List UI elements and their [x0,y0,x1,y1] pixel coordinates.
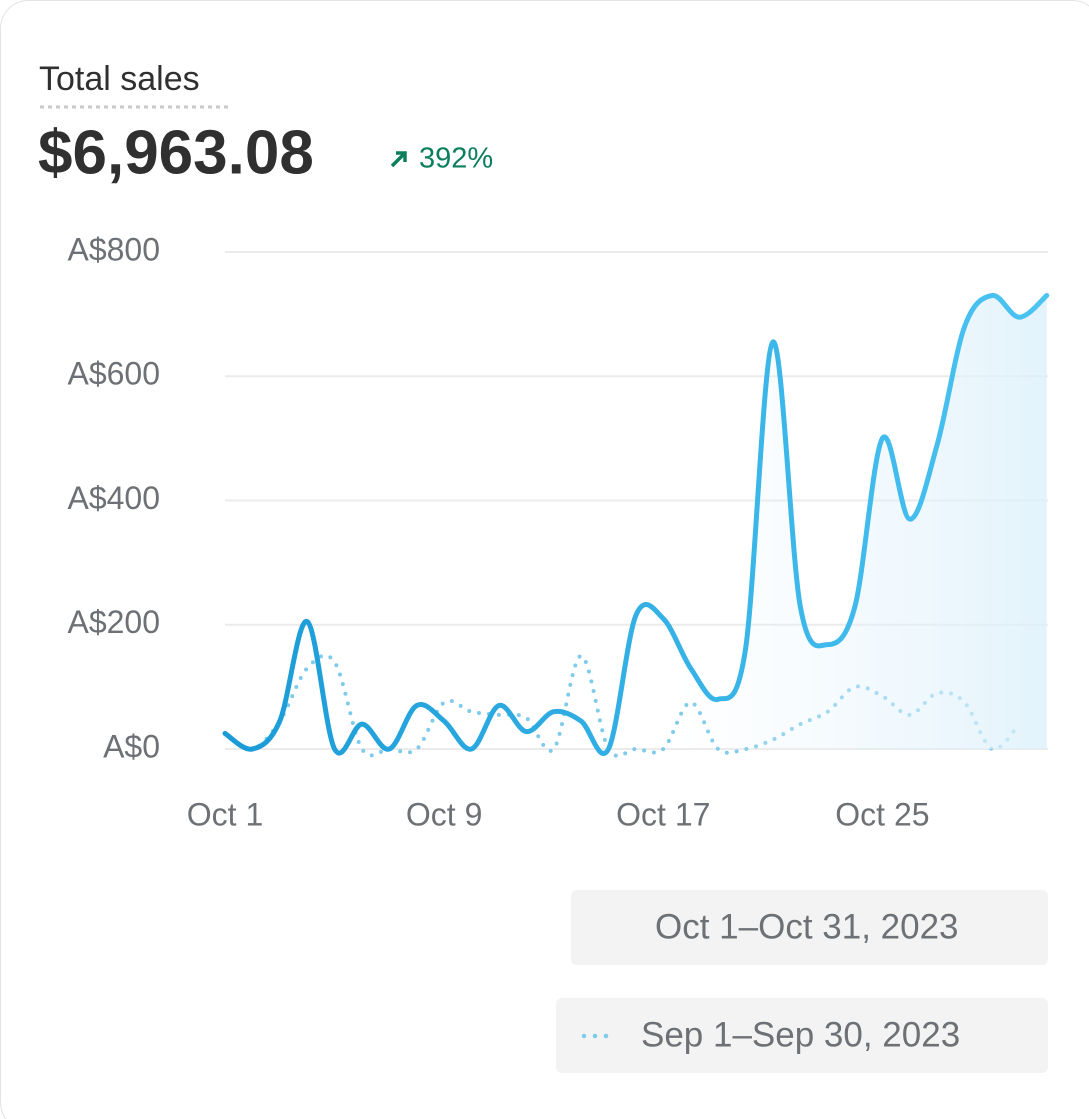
series-line [222,292,1050,756]
metric-title: Total sales [39,60,200,98]
y-tick-label: A$800 [67,231,160,267]
legend-label: Oct 1–Oct 31, 2023 [655,907,959,946]
plot: A$0 A$200 A$400 A$600 A$800 Oct 1 Oct 9 Oct 17 O… [67,231,1050,832]
y-tick-label: A$200 [67,604,160,640]
legend-item-bg[interactable] [556,998,1048,1073]
metric-value: $6,963.08 [38,118,314,187]
y-tick-label: A$600 [67,356,160,392]
y-tick-label: A$0 [103,728,160,764]
up-arrow [390,151,407,168]
x-tick-label: Oct 17 [616,796,710,832]
x-tick-label: Oct 25 [835,796,929,832]
legend-label: Sep 1–Sep 30, 2023 [641,1015,960,1054]
legend-item-bg[interactable] [571,890,1048,965]
metric-change: 392% [419,143,493,175]
x-tick-label: Oct 9 [406,796,482,832]
x-tick-label: Oct 1 [187,796,263,832]
y-tick-label: A$400 [67,480,160,516]
